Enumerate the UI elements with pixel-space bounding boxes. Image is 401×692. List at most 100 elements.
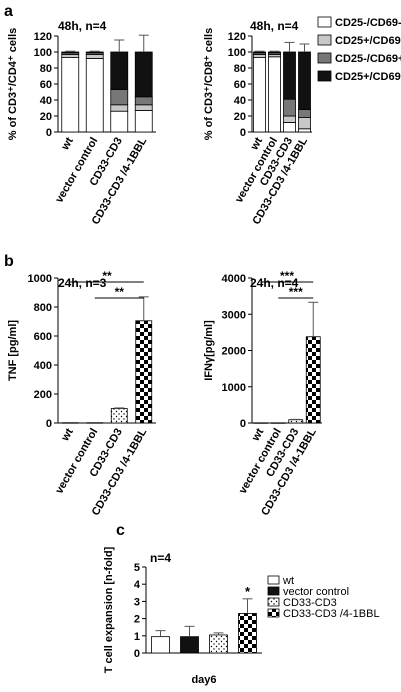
y-tick-label: 20	[40, 111, 52, 123]
y-tick-label: 3000	[222, 309, 246, 321]
y-tick-label: 4000	[222, 273, 246, 285]
y-tick-label: 3	[134, 596, 140, 608]
y-tick-label: 40	[40, 95, 52, 107]
bar-segment	[268, 56, 281, 133]
legend-label: vector control	[283, 586, 349, 598]
y-tick-label: 60	[234, 79, 246, 91]
y-tick-label: 100	[34, 47, 52, 59]
bar	[135, 320, 153, 424]
legend-label: wt	[282, 575, 294, 587]
bar	[180, 636, 199, 654]
legend-swatch	[267, 597, 280, 607]
bar-segment	[283, 115, 296, 123]
chart-annotation: 48h, n=4	[250, 19, 299, 33]
y-tick-label: 40	[234, 95, 246, 107]
bar-segment	[134, 96, 153, 106]
bar-segment	[85, 54, 104, 59]
legend-label: CD25+/CD69+	[335, 71, 401, 83]
bar-segment	[134, 104, 153, 111]
bar	[86, 422, 104, 424]
y-tick-label: 2000	[222, 346, 246, 358]
bar-segment	[61, 57, 80, 133]
chart-annotation: n=4	[150, 551, 171, 565]
y-tick-label: 4	[134, 579, 141, 591]
y-tick-label: 60	[40, 79, 52, 91]
bar-segment	[85, 58, 104, 133]
bar-segment	[283, 122, 296, 133]
bar	[110, 408, 128, 424]
bar-segment	[61, 51, 80, 54]
bar	[209, 634, 228, 654]
bar-segment	[134, 51, 153, 98]
y-tick-label: 0	[240, 127, 246, 139]
y-tick-label: 0	[240, 418, 246, 430]
bar-segment	[298, 51, 311, 110]
y-tick-label: 1000	[28, 273, 52, 285]
y-tick-label: 1	[134, 631, 140, 643]
significance-label: ***	[280, 269, 294, 283]
y-axis-label: IFNγ[pg/ml]	[203, 320, 215, 381]
bar-segment	[298, 117, 311, 130]
bar-segment	[253, 51, 266, 54]
bar-segment	[110, 110, 129, 133]
legend-swatch	[267, 608, 280, 618]
bar-segment	[268, 51, 281, 54]
legend-swatch	[317, 16, 332, 28]
bar-segment	[110, 89, 129, 106]
legend-swatch	[317, 52, 332, 64]
y-tick-label: 400	[34, 360, 52, 372]
y-axis-label: TNF [pg/ml]	[7, 320, 19, 381]
x-tick-label: wt	[248, 135, 265, 153]
significance-label: **	[115, 285, 125, 299]
bar-segment	[283, 51, 296, 100]
y-tick-label: 80	[40, 63, 52, 75]
bar-segment	[134, 110, 153, 133]
chart-t-cell-expansion: 0 1 2 3 4 5 T cell expansion [n-fold] n=4 * day6	[103, 546, 262, 686]
bar-segment	[253, 54, 266, 59]
legend-swatch	[317, 70, 332, 82]
bar-segment	[298, 109, 311, 118]
y-tick-label: 120	[34, 31, 52, 43]
legend-swatch	[267, 575, 280, 585]
y-axis-label: % of CD3⁺/CD8⁺ cells	[203, 28, 215, 140]
chart-cd8-activation: 0 20 40 60 80 100 120 % of CD3⁺/CD8⁺ cells 48h, …	[203, 19, 312, 227]
legend-swatch	[317, 34, 332, 46]
chart-annotation: 48h, n=4	[58, 19, 107, 33]
y-tick-label: 5	[134, 562, 140, 574]
bar	[270, 422, 286, 424]
bar-segment	[61, 54, 80, 59]
x-tick-label: wt	[59, 426, 76, 444]
bar-segment	[253, 57, 266, 133]
significance-label: *	[245, 584, 251, 599]
bar	[61, 422, 79, 424]
y-tick-label: 120	[228, 31, 246, 43]
significance-label: ***	[289, 285, 303, 299]
x-axis-label: day6	[191, 674, 216, 686]
legend-label: CD25-/CD69-	[335, 17, 401, 29]
chart-cd4-activation: 0 20 40 60 80 100 120 % of CD3⁺/CD4⁺ cells 48h, …	[7, 19, 156, 227]
legend-label: CD33-CD3 /4-1BBL	[283, 608, 380, 620]
legend-label: CD33-CD3	[283, 597, 337, 609]
bar-segment	[110, 104, 129, 112]
y-tick-label: 600	[34, 331, 52, 343]
panel-label-b: b	[4, 253, 14, 270]
bar	[238, 613, 257, 654]
bar	[253, 422, 269, 424]
y-tick-label: 800	[34, 302, 52, 314]
legend-activation-markers: CD25-/CD69- CD25+/CD69- CD25-/CD69+ CD25+/C…	[317, 16, 401, 83]
y-tick-label: 1000	[222, 382, 246, 394]
y-tick-label: 200	[34, 389, 52, 401]
x-tick-label: wt	[249, 426, 266, 444]
bar-segment	[85, 51, 104, 54]
bar-segment	[283, 98, 296, 117]
y-tick-label: 0	[46, 418, 52, 430]
bar-segment	[110, 51, 129, 90]
legend-label: CD25+/CD69-	[335, 35, 401, 47]
chart-annotation: 24h, n=3	[58, 276, 107, 290]
y-tick-label: 2	[134, 614, 140, 626]
bar-segment	[298, 128, 311, 133]
